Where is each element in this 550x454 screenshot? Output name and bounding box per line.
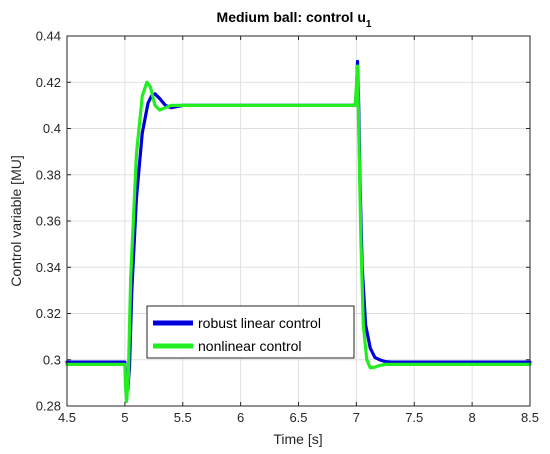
axis-ticks: 4.5 5 5.5 6 6.5 7 7.5 8 8.5 0.28 0.3 0.32 0.34 0.36 0.… [36,29,539,426]
x-tick-label: 4.5 [58,410,76,425]
y-tick-label: 0.3 [43,352,61,367]
series-line-nonlinear [65,64,532,403]
y-tick-label: 0.32 [36,306,61,321]
chart-title: Medium ball: control u1 [217,9,372,30]
series-lines [65,59,532,403]
legend-box [146,305,355,359]
x-tick-label: 5.5 [174,410,192,425]
y-tick-label: 0.4 [43,121,61,136]
x-tick-label: 7.5 [405,410,423,425]
legend: robust linear control nonlinear control [146,305,355,359]
y-tick-label: 0.38 [36,167,61,182]
x-tick-label: 7 [353,410,360,425]
x-tick-label: 6 [237,410,244,425]
y-tick-label: 0.28 [36,399,61,414]
y-tick-label: 0.42 [36,75,61,90]
x-tick-label: 8 [469,410,476,425]
legend-label-robust: robust linear control [198,315,321,331]
x-tick-label: 6.5 [289,410,307,425]
y-tick-label: 0.34 [36,260,61,275]
legend-label-nonlinear: nonlinear control [198,338,302,354]
x-tick-label: 8.5 [521,410,539,425]
chart-title-text: Medium ball: control u [217,9,366,25]
y-tick-label: 0.36 [36,214,61,229]
x-axis-label: Time [s] [273,431,322,447]
x-tick-label: 5 [121,410,128,425]
y-tick-label: 0.44 [36,29,61,44]
y-axis-label: Control variable [MU] [8,155,24,287]
chart-title-subscript: 1 [366,19,372,30]
